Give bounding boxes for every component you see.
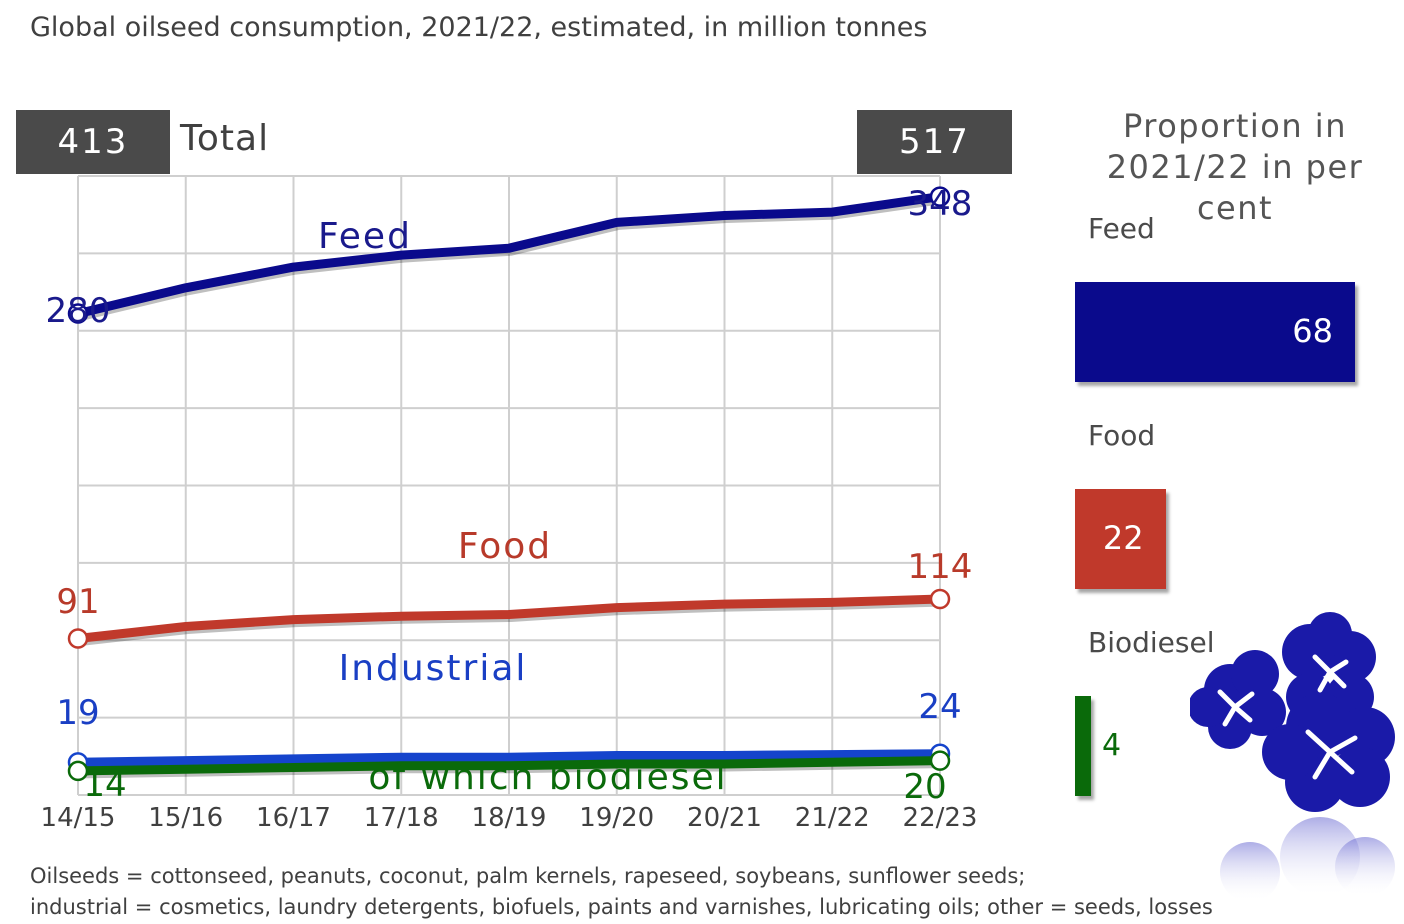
end-value-label: 348 xyxy=(908,184,973,224)
proportion-bar-food: 22 xyxy=(1075,489,1166,589)
proportion-label-biodiesel: Biodiesel xyxy=(1088,626,1215,659)
proportion-value-feed: 68 xyxy=(1292,312,1333,350)
proportion-label-feed: Feed xyxy=(1088,212,1155,245)
x-tick-label: 22/23 xyxy=(903,803,978,833)
series-layer: Feed 280 348 Food 91 114 Industrial 19 24 of whic… xyxy=(46,184,973,807)
data-point-marker xyxy=(67,303,89,324)
chart-grid xyxy=(77,175,941,796)
x-axis-ticks: 14/15 15/16 16/17 17/18 18/19 19/20 20/21 21/22… xyxy=(41,803,978,833)
footnote-line-2: industrial = cosmetics, laundry detergen… xyxy=(30,895,1213,919)
total-end-box: 517 xyxy=(857,110,1012,174)
series-line xyxy=(73,749,945,767)
proportion-bar-biodiesel xyxy=(1075,696,1092,796)
start-value-label: 14 xyxy=(83,765,126,805)
data-point-marker xyxy=(929,588,951,610)
x-tick-label: 20/21 xyxy=(687,803,762,833)
x-tick-label: 21/22 xyxy=(795,803,870,833)
line-chart: Feed 280 348 Food 91 114 Industrial 19 24 of whic… xyxy=(41,175,978,833)
series-industrial: Industrial 19 24 xyxy=(56,648,962,773)
series-name-label: Feed xyxy=(318,216,412,257)
x-tick-label: 15/16 xyxy=(148,803,223,833)
series-line xyxy=(73,594,945,643)
series-of-which-biodiesel: of which biodiesel 14 20 xyxy=(67,750,951,807)
series-name-label: of which biodiesel xyxy=(368,757,727,798)
data-point-marker xyxy=(929,750,951,771)
proportion-label-food: Food xyxy=(1088,419,1156,452)
series-line xyxy=(73,756,945,776)
series-name-label: Food xyxy=(458,526,552,567)
series-line xyxy=(73,192,945,319)
data-point-marker xyxy=(929,186,951,207)
total-start-box: 413 xyxy=(16,110,170,174)
data-point-marker xyxy=(67,760,89,782)
proportion-value-biodiesel: 4 xyxy=(1102,728,1122,763)
start-value-label: 19 xyxy=(56,693,99,733)
proportion-bar-feed: 68 xyxy=(1075,282,1355,382)
proportion-title: Proportion in 2021/22 in per cent xyxy=(1106,107,1364,227)
proportion-value-food: 22 xyxy=(1102,519,1144,557)
x-tick-label: 17/18 xyxy=(364,803,439,833)
end-value-label: 114 xyxy=(908,547,973,587)
series-feed: Feed 280 348 xyxy=(46,184,973,331)
series-name-label: Industrial xyxy=(339,648,528,689)
chart-title: Global oilseed consumption, 2021/22, est… xyxy=(30,12,928,43)
x-tick-label: 14/15 xyxy=(41,803,116,833)
total-label: Total xyxy=(180,118,270,159)
series-food: Food 91 114 xyxy=(56,526,973,649)
end-value-label: 20 xyxy=(903,767,946,807)
start-value-label: 91 xyxy=(56,582,99,622)
x-tick-label: 16/17 xyxy=(256,803,331,833)
footnote-line-1: Oilseeds = cottonseed, peanuts, coconut,… xyxy=(30,864,1026,888)
x-tick-label: 18/19 xyxy=(472,803,547,833)
flax-flower-icon xyxy=(1190,612,1395,902)
start-value-label: 280 xyxy=(46,291,111,331)
data-point-marker xyxy=(67,628,89,649)
end-value-label: 24 xyxy=(918,687,961,727)
x-tick-label: 19/20 xyxy=(579,803,654,833)
